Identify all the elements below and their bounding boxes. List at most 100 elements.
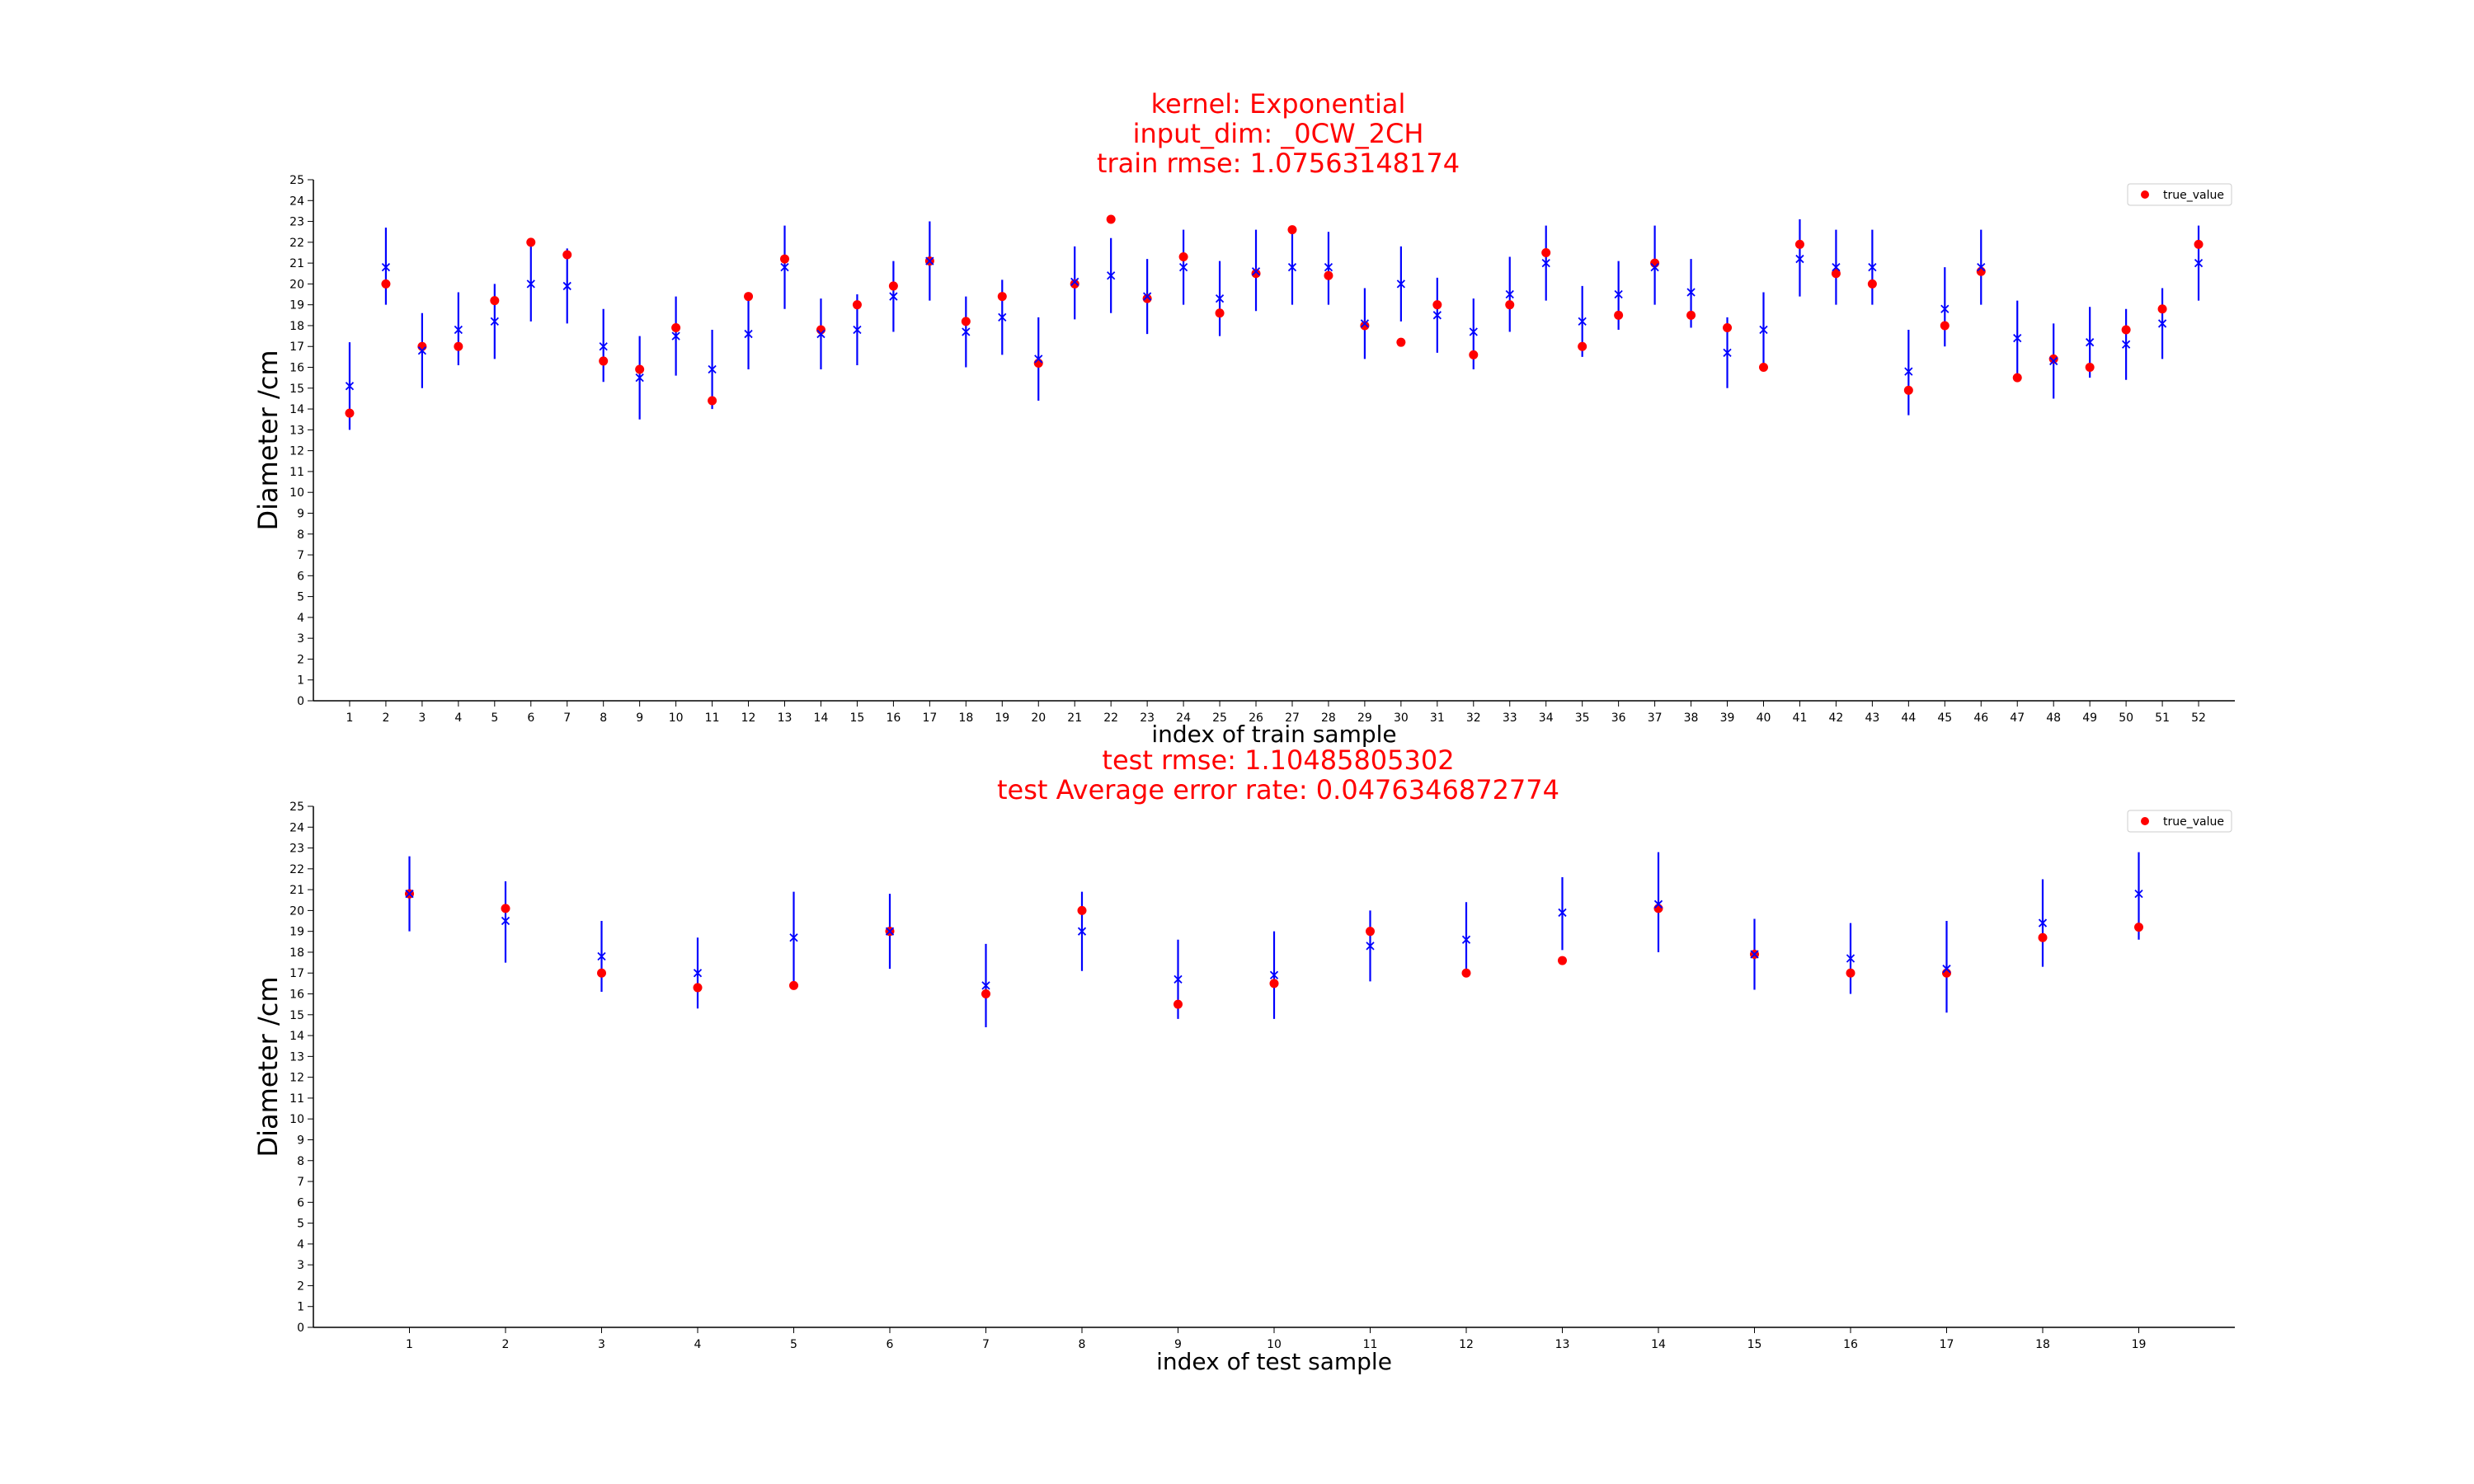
test-prediction-point bbox=[1269, 970, 1279, 979]
test-y-tick-label: 19 bbox=[289, 926, 304, 939]
test-x-tick-label: 4 bbox=[694, 1338, 702, 1351]
train-x-tick-label: 28 bbox=[1321, 711, 1336, 725]
train-x-tick-label: 37 bbox=[1648, 711, 1663, 725]
train-x-tick-label: 26 bbox=[1249, 711, 1263, 725]
train-y-tick-label: 5 bbox=[297, 591, 304, 604]
train-x-tick-label: 15 bbox=[850, 711, 865, 725]
test-legend-box bbox=[2127, 810, 2232, 833]
train-x-tick-label: 40 bbox=[1757, 711, 1771, 725]
train-prediction-point bbox=[417, 346, 427, 355]
train-true-value-point bbox=[1469, 350, 1479, 359]
train-x-tick-label: 50 bbox=[2119, 711, 2133, 725]
train-y-tick-label: 1 bbox=[297, 674, 304, 688]
test-legend-marker bbox=[2141, 817, 2149, 825]
train-prediction-point bbox=[1215, 294, 1225, 303]
train-prediction-point bbox=[490, 317, 499, 326]
train-true-value-point bbox=[744, 292, 754, 302]
train-prediction-point bbox=[1868, 263, 1877, 272]
test-true-value-point bbox=[1366, 927, 1375, 937]
train-prediction-point bbox=[1360, 319, 1370, 328]
test-x-tick-label: 15 bbox=[1747, 1338, 1762, 1351]
train-x-tick-label: 8 bbox=[600, 711, 607, 725]
train-y-tick-label: 16 bbox=[289, 362, 304, 375]
test-x-tick-label: 3 bbox=[598, 1338, 605, 1351]
train-prediction-point bbox=[1759, 325, 1768, 335]
train-prediction-point bbox=[1178, 263, 1188, 272]
test-y-tick-label: 20 bbox=[289, 904, 304, 918]
test-prediction-point bbox=[405, 890, 414, 899]
test-x-tick-label: 5 bbox=[790, 1338, 797, 1351]
test-true-value-point bbox=[2038, 932, 2048, 942]
train-prediction-point bbox=[1324, 263, 1333, 272]
test-y-tick-label: 7 bbox=[297, 1176, 304, 1189]
train-prediction-point bbox=[1396, 279, 1406, 289]
train-true-value-point bbox=[562, 250, 572, 260]
train-prediction-point bbox=[1940, 304, 1950, 313]
train-x-tick-label: 7 bbox=[563, 711, 571, 725]
train-prediction-point bbox=[562, 281, 571, 291]
train-y-tick-label: 18 bbox=[289, 320, 304, 333]
train-x-tick-label: 13 bbox=[778, 711, 793, 725]
test-true-value-point bbox=[1174, 999, 1183, 1009]
train-prediction-point bbox=[599, 342, 608, 351]
test-prediction-point bbox=[1174, 974, 1183, 984]
test-prediction-point bbox=[1750, 950, 1759, 959]
train-x-tick-label: 45 bbox=[1937, 711, 1952, 725]
test-y-tick-label: 16 bbox=[289, 989, 304, 1002]
train-prediction-point bbox=[2157, 319, 2167, 328]
train-x-tick-label: 29 bbox=[1357, 711, 1372, 725]
train-prediction-point bbox=[345, 382, 355, 391]
train-true-value-point bbox=[1142, 294, 1152, 303]
test-true-value-point bbox=[1269, 979, 1279, 989]
train-y-ticks: 0123456789101112131415161718192021222324… bbox=[289, 174, 313, 708]
train-x-tick-label: 20 bbox=[1031, 711, 1046, 725]
test-y-tick-label: 12 bbox=[289, 1072, 304, 1085]
train-x-tick-label: 42 bbox=[1829, 711, 1844, 725]
train-title-line-1: kernel: Exponential bbox=[1151, 88, 1406, 120]
train-prediction-point bbox=[2194, 258, 2204, 268]
train-x-tick-label: 24 bbox=[1176, 711, 1191, 725]
train-true-value-point bbox=[635, 364, 645, 374]
test-x-tick-label: 9 bbox=[1174, 1338, 1182, 1351]
test-true-value-point bbox=[981, 989, 990, 999]
test-y-tick-label: 3 bbox=[297, 1259, 304, 1272]
train-x-tick-label: 10 bbox=[669, 711, 684, 725]
test-prediction-point bbox=[885, 927, 895, 936]
train-true-value-point bbox=[381, 279, 391, 289]
train-y-tick-label: 13 bbox=[289, 424, 304, 437]
train-x-tick-label: 5 bbox=[491, 711, 498, 725]
test-y-tick-label: 25 bbox=[289, 801, 304, 814]
train-x-tick-label: 19 bbox=[995, 711, 1009, 725]
train-x-tick-label: 41 bbox=[1793, 711, 1808, 725]
test-prediction-point bbox=[1461, 935, 1471, 944]
train-data-marks bbox=[345, 214, 2204, 430]
train-prediction-point bbox=[1832, 263, 1841, 272]
train-prediction-point bbox=[1251, 267, 1261, 276]
test-y-tick-label: 11 bbox=[289, 1092, 304, 1106]
train-x-tick-label: 34 bbox=[1539, 711, 1554, 725]
train-true-value-point bbox=[2048, 354, 2058, 364]
train-prediction-point bbox=[526, 279, 535, 289]
test-prediction-point bbox=[1653, 899, 1663, 909]
test-y-tick-label: 14 bbox=[289, 1030, 304, 1043]
test-x-tick-label: 14 bbox=[1651, 1338, 1666, 1351]
test-y-tick-label: 0 bbox=[297, 1322, 304, 1335]
train-prediction-point bbox=[1287, 263, 1297, 272]
train-x-tick-label: 47 bbox=[2010, 711, 2025, 725]
test-prediction-point bbox=[693, 969, 703, 978]
train-true-value-point bbox=[2012, 373, 2022, 383]
test-true-value-point bbox=[1461, 968, 1471, 978]
train-true-value-point bbox=[1324, 270, 1333, 280]
train-true-value-point bbox=[961, 317, 971, 326]
test-prediction-point bbox=[1366, 942, 1375, 951]
train-x-tick-label: 51 bbox=[2155, 711, 2170, 725]
train-true-value-point bbox=[490, 296, 500, 306]
train-true-value-point bbox=[1541, 247, 1551, 257]
train-x-tick-label: 3 bbox=[418, 711, 426, 725]
train-true-value-point bbox=[2194, 239, 2204, 249]
train-x-tick-label: 14 bbox=[814, 711, 829, 725]
train-x-tick-label: 31 bbox=[1430, 711, 1445, 725]
test-legend: true_value bbox=[2127, 810, 2232, 833]
test-y-tick-label: 13 bbox=[289, 1050, 304, 1064]
